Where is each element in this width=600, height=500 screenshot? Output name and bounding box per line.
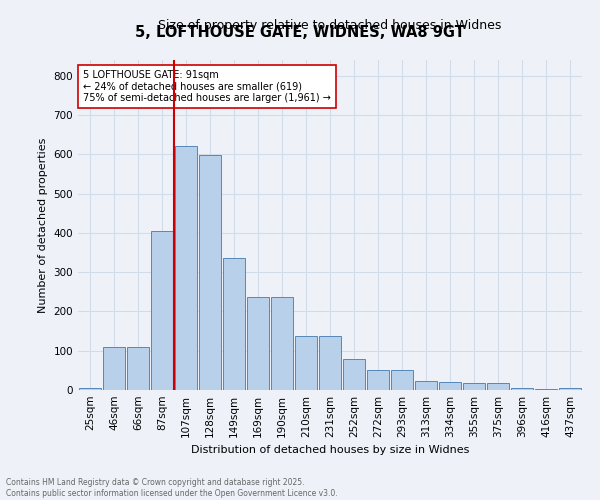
Bar — [367, 370, 389, 390]
Text: Contains HM Land Registry data © Crown copyright and database right 2025.
Contai: Contains HM Land Registry data © Crown c… — [6, 478, 338, 498]
Bar — [295, 336, 317, 390]
Bar — [247, 296, 269, 390]
Bar — [415, 380, 437, 390]
Bar — [535, 389, 557, 390]
Bar — [559, 388, 581, 390]
Bar — [319, 336, 341, 390]
Bar — [391, 370, 413, 390]
Bar — [79, 388, 101, 390]
Bar — [463, 384, 485, 390]
Bar — [175, 146, 197, 390]
X-axis label: Distribution of detached houses by size in Widnes: Distribution of detached houses by size … — [191, 446, 469, 456]
Bar — [151, 231, 173, 390]
Text: 5, LOFTHOUSE GATE, WIDNES, WA8 9GT: 5, LOFTHOUSE GATE, WIDNES, WA8 9GT — [135, 25, 465, 40]
Bar — [223, 258, 245, 390]
Bar — [439, 382, 461, 390]
Y-axis label: Number of detached properties: Number of detached properties — [38, 138, 48, 312]
Bar — [487, 384, 509, 390]
Bar — [511, 388, 533, 390]
Title: Size of property relative to detached houses in Widnes: Size of property relative to detached ho… — [158, 20, 502, 32]
Bar — [199, 155, 221, 390]
Bar — [343, 359, 365, 390]
Bar — [127, 347, 149, 390]
Bar — [103, 347, 125, 390]
Bar — [271, 296, 293, 390]
Text: 5 LOFTHOUSE GATE: 91sqm
← 24% of detached houses are smaller (619)
75% of semi-d: 5 LOFTHOUSE GATE: 91sqm ← 24% of detache… — [83, 70, 331, 103]
